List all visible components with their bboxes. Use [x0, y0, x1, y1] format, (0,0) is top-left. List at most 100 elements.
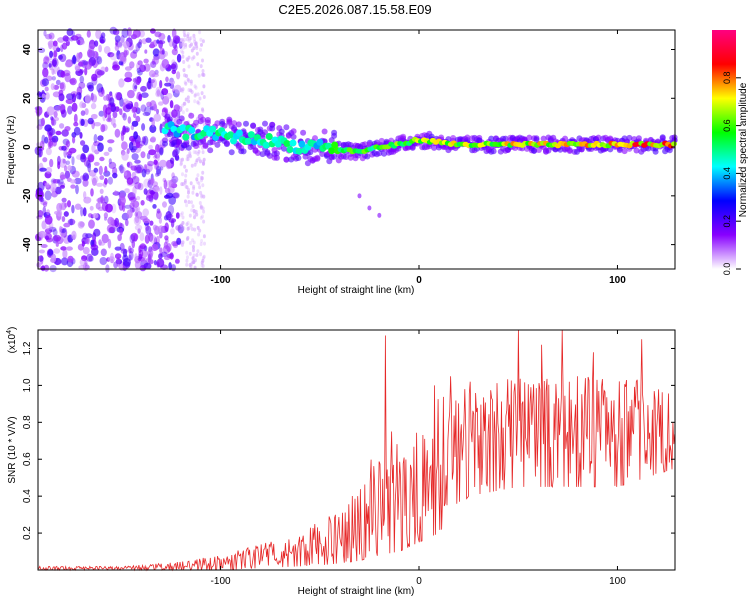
snr-y-tick-label: 1.0 [22, 378, 33, 392]
spectrogram-noise-blob [41, 264, 46, 272]
spectrogram-noise-blob [52, 138, 58, 147]
spectrogram-noise-blob [109, 26, 118, 35]
spectrogram-ridge-halo [526, 134, 533, 141]
spectrogram-ridge-halo [193, 140, 199, 147]
spectrogram-noise-blob [62, 158, 66, 164]
spectrogram-noise-blob [114, 35, 121, 43]
spectrogram-ridge-halo [343, 154, 349, 160]
spectrogram-ridge-point [331, 141, 339, 149]
spectrogram-noise-blob [192, 248, 195, 253]
spectrogram-noise-blob [93, 228, 101, 237]
spectrogram-noise-blob [192, 150, 196, 155]
spectrogram-noise-blob [119, 166, 126, 173]
spectrogram-noise-blob [45, 235, 49, 240]
snr-y-tick-label: 0.6 [22, 452, 33, 466]
spectrogram-noise-blob [107, 238, 112, 249]
spectrogram-noise-blob [79, 101, 85, 109]
spectrogram-noise-blob [195, 51, 199, 56]
spectrogram-noise-blob [122, 102, 126, 111]
spectrogram-noise-blob [156, 208, 161, 214]
spectrogram-noise-blob [156, 89, 161, 97]
spectrogram-ridge-point [179, 124, 187, 132]
spectrogram-noise-blob [45, 167, 53, 174]
spectrogram-noise-blob [114, 92, 122, 101]
spectrogram-noise-blob [95, 29, 102, 39]
spectrogram-noise-blob [141, 257, 148, 264]
spectrogram-noise-blob [53, 248, 61, 254]
spectrogram-noise-blob [190, 163, 194, 168]
spectrogram-noise-blob [104, 177, 108, 185]
chart-title: C2E5.2026.087.15.58.E09 [278, 2, 431, 17]
spectrogram-noise-blob [160, 90, 164, 100]
spectrogram-noise-blob [144, 49, 148, 54]
spectrogram-noise-blob [118, 60, 124, 66]
spectrogram-ridge-halo [364, 153, 371, 160]
spectrogram-noise-blob [171, 109, 178, 118]
spectrogram-ridge-halo [254, 150, 261, 156]
spectrogram-noise-blob [158, 40, 164, 49]
spectrogram-noise-blob [148, 79, 155, 84]
spectrogram-noise-blob [70, 35, 79, 41]
spectrogram-noise-blob [168, 38, 174, 47]
spectrogram-noise-blob [90, 188, 94, 197]
snr-x-label: Height of straight line (km) [298, 586, 415, 597]
spectrogram-noise-blob [78, 61, 84, 67]
spectrogram-noise-blob [133, 112, 137, 119]
spectrogram-noise-blob [159, 186, 163, 195]
spectrogram-noise-blob [202, 219, 206, 224]
spectrogram-noise-blob [60, 257, 69, 266]
spectrogram-noise-blob [176, 237, 182, 245]
spectrogram-noise-blob [103, 212, 108, 219]
spectrogram-ridge-halo [381, 150, 388, 157]
spectrogram-noise-blob [141, 123, 146, 131]
spectrogram-noise-blob [150, 136, 156, 143]
spectrogram-noise-blob [60, 184, 65, 189]
spectrogram-noise-blob [153, 190, 159, 201]
spectrogram-x-label: Height of straight line (km) [298, 285, 415, 296]
spectrogram-noise-blob [35, 106, 43, 116]
spectrogram-noise-blob [187, 79, 191, 84]
spectrogram-noise-blob [82, 246, 90, 255]
spectrogram-noise-blob [201, 159, 205, 164]
spectrogram-noise-blob [55, 130, 62, 136]
spectrogram-noise-blob [61, 216, 66, 222]
spectrogram-ridge-halo [214, 141, 221, 148]
spectrogram-noise-blob [133, 131, 139, 140]
spectrogram-noise-blob [185, 222, 189, 227]
spectrogram-noise-blob [175, 212, 180, 219]
spectrogram-noise-blob [119, 227, 123, 236]
spectrogram-noise-blob [45, 147, 52, 156]
spectrogram-noise-blob [196, 100, 200, 105]
spectrogram-noise-blob [104, 165, 108, 174]
spectrogram-noise-blob [186, 57, 190, 62]
spectrogram-noise-blob [131, 146, 138, 151]
spectrogram-noise-blob [151, 243, 159, 252]
spectrogram-y-axis: -40 -20 0 20 40 [22, 44, 675, 252]
spectrogram-ridge-halo [178, 115, 185, 122]
spectrogram-noise-blob [179, 162, 183, 167]
spectrogram-noise-blob [158, 101, 164, 106]
spectrogram-ridge-halo [321, 128, 328, 135]
spectrogram-noise-blob [36, 262, 41, 268]
spectrogram-noise-blob [201, 161, 205, 166]
spectrogram-ridge-halo [295, 155, 302, 161]
spectrogram-noise-blob [82, 60, 89, 66]
spectrogram-noise-blob [134, 224, 143, 231]
spectrogram-noise-blob [65, 160, 71, 166]
spectrogram-noise-blob [73, 121, 79, 127]
spectrogram-ridge-halo [300, 129, 307, 136]
spectrogram-noise-blob [121, 112, 126, 118]
spectrogram-noise-blob [201, 150, 205, 155]
spectrogram-noise-blob [141, 168, 147, 178]
spectrogram-noise-blob [97, 196, 106, 204]
spectrogram-noise-blob [151, 78, 157, 89]
spectrogram-ridge-halo [557, 146, 564, 153]
spectrogram-noise-blob [144, 106, 152, 116]
spectrogram-ridge-halo [426, 143, 433, 150]
spectrogram-noise-blob [66, 154, 72, 159]
spectrogram-noise-blob [99, 36, 106, 44]
spectrogram-noise-blob [51, 57, 59, 68]
spectrogram-noise-blob [99, 188, 104, 194]
spectrogram-noise-blob [125, 127, 129, 133]
spectrogram-ridge [161, 112, 678, 218]
